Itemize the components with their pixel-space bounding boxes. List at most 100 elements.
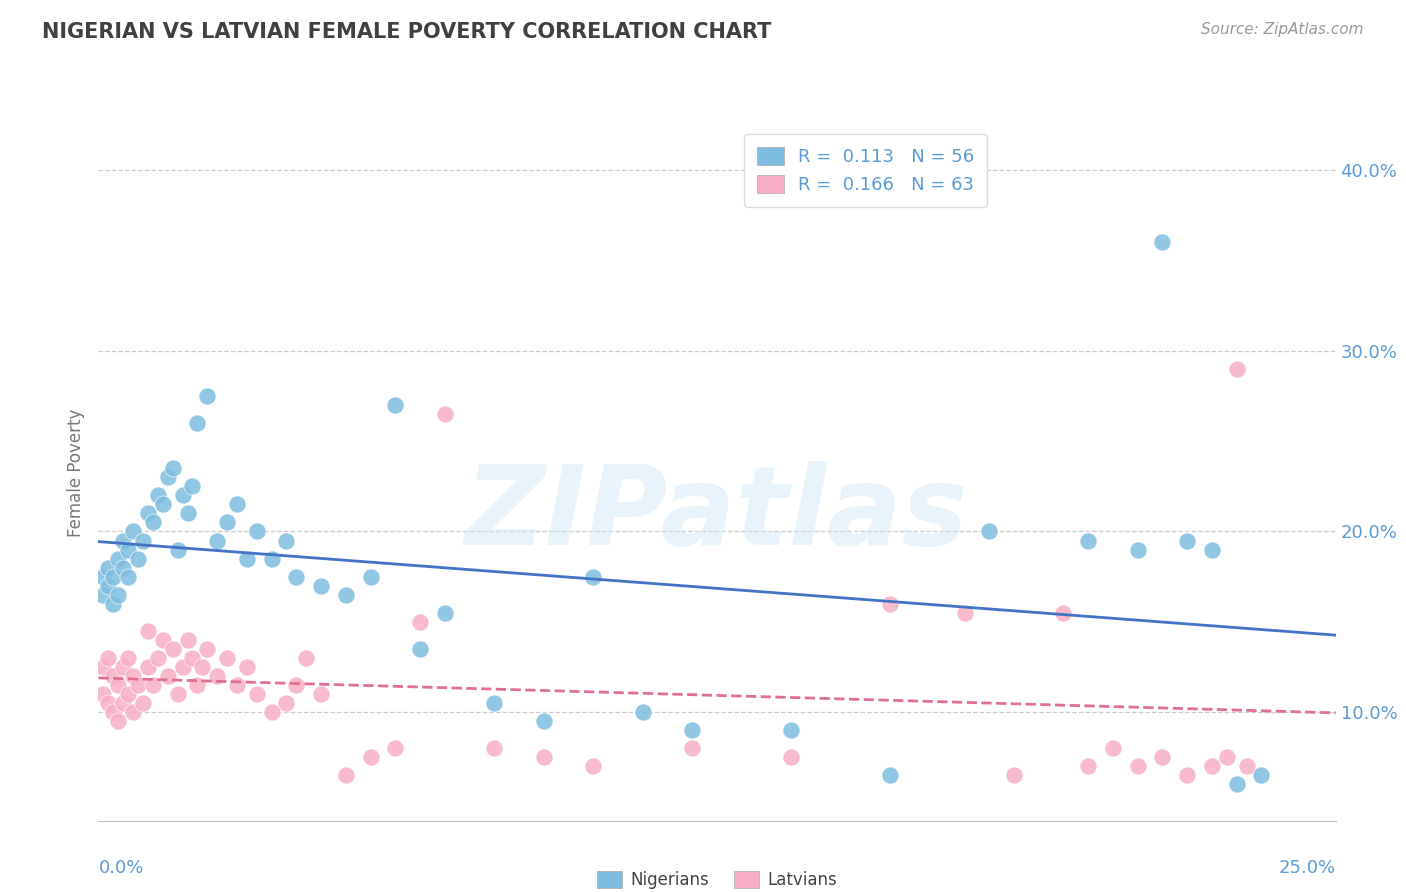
Point — [681, 741, 703, 756]
Point — [112, 560, 135, 574]
Point — [156, 470, 179, 484]
Point — [117, 542, 139, 557]
Point — [236, 660, 259, 674]
Point — [103, 669, 125, 683]
Point — [217, 516, 239, 530]
Point — [879, 768, 901, 782]
Point — [136, 624, 159, 638]
Point — [136, 660, 159, 674]
Point — [172, 488, 194, 502]
Point — [1077, 759, 1099, 773]
Point — [335, 588, 357, 602]
Point — [162, 642, 184, 657]
Point — [260, 551, 283, 566]
Point — [181, 651, 204, 665]
Point — [309, 579, 332, 593]
Point — [780, 723, 803, 738]
Point — [226, 678, 249, 692]
Point — [1175, 533, 1198, 548]
Point — [780, 750, 803, 764]
Point — [195, 642, 218, 657]
Point — [384, 741, 406, 756]
Point — [205, 669, 228, 683]
Text: 25.0%: 25.0% — [1278, 859, 1336, 877]
Point — [117, 687, 139, 701]
Point — [360, 750, 382, 764]
Point — [1201, 542, 1223, 557]
Point — [246, 524, 269, 539]
Point — [93, 588, 115, 602]
Text: ZIPatlas: ZIPatlas — [465, 461, 969, 568]
Point — [176, 507, 198, 521]
Point — [103, 597, 125, 611]
Point — [582, 759, 605, 773]
Point — [276, 696, 298, 710]
Point — [186, 416, 208, 430]
Point — [136, 507, 159, 521]
Text: NIGERIAN VS LATVIAN FEMALE POVERTY CORRELATION CHART: NIGERIAN VS LATVIAN FEMALE POVERTY CORRE… — [42, 22, 772, 42]
Point — [1201, 759, 1223, 773]
Point — [335, 768, 357, 782]
Point — [484, 696, 506, 710]
Point — [681, 723, 703, 738]
Point — [112, 660, 135, 674]
Point — [97, 651, 120, 665]
Point — [285, 569, 308, 583]
Point — [117, 651, 139, 665]
Point — [156, 669, 179, 683]
Point — [1250, 768, 1272, 782]
Point — [384, 398, 406, 412]
Point — [97, 560, 120, 574]
Point — [152, 632, 174, 647]
Point — [582, 569, 605, 583]
Point — [166, 542, 188, 557]
Point — [97, 696, 120, 710]
Point — [122, 705, 145, 719]
Point — [132, 696, 155, 710]
Point — [1126, 542, 1149, 557]
Point — [146, 651, 169, 665]
Point — [1126, 759, 1149, 773]
Point — [103, 705, 125, 719]
Legend: Nigerians, Latvians: Nigerians, Latvians — [591, 864, 844, 892]
Point — [433, 606, 456, 620]
Point — [1236, 759, 1258, 773]
Point — [1052, 606, 1074, 620]
Point — [1216, 750, 1239, 764]
Point — [879, 597, 901, 611]
Point — [1152, 750, 1174, 764]
Point — [93, 569, 115, 583]
Point — [93, 687, 115, 701]
Point — [142, 516, 165, 530]
Point — [172, 660, 194, 674]
Point — [97, 579, 120, 593]
Point — [979, 524, 1001, 539]
Point — [409, 615, 432, 629]
Point — [186, 678, 208, 692]
Point — [236, 551, 259, 566]
Point — [276, 533, 298, 548]
Point — [1175, 768, 1198, 782]
Point — [107, 588, 129, 602]
Point — [191, 660, 214, 674]
Point — [142, 678, 165, 692]
Point — [533, 714, 555, 729]
Point — [146, 488, 169, 502]
Point — [117, 569, 139, 583]
Y-axis label: Female Poverty: Female Poverty — [67, 409, 86, 537]
Point — [195, 389, 218, 403]
Point — [107, 551, 129, 566]
Point — [205, 533, 228, 548]
Point — [107, 678, 129, 692]
Point — [295, 651, 318, 665]
Point — [409, 642, 432, 657]
Point — [285, 678, 308, 692]
Point — [246, 687, 269, 701]
Text: 0.0%: 0.0% — [98, 859, 143, 877]
Point — [132, 533, 155, 548]
Point — [127, 678, 149, 692]
Point — [181, 479, 204, 493]
Point — [176, 632, 198, 647]
Point — [103, 569, 125, 583]
Point — [93, 660, 115, 674]
